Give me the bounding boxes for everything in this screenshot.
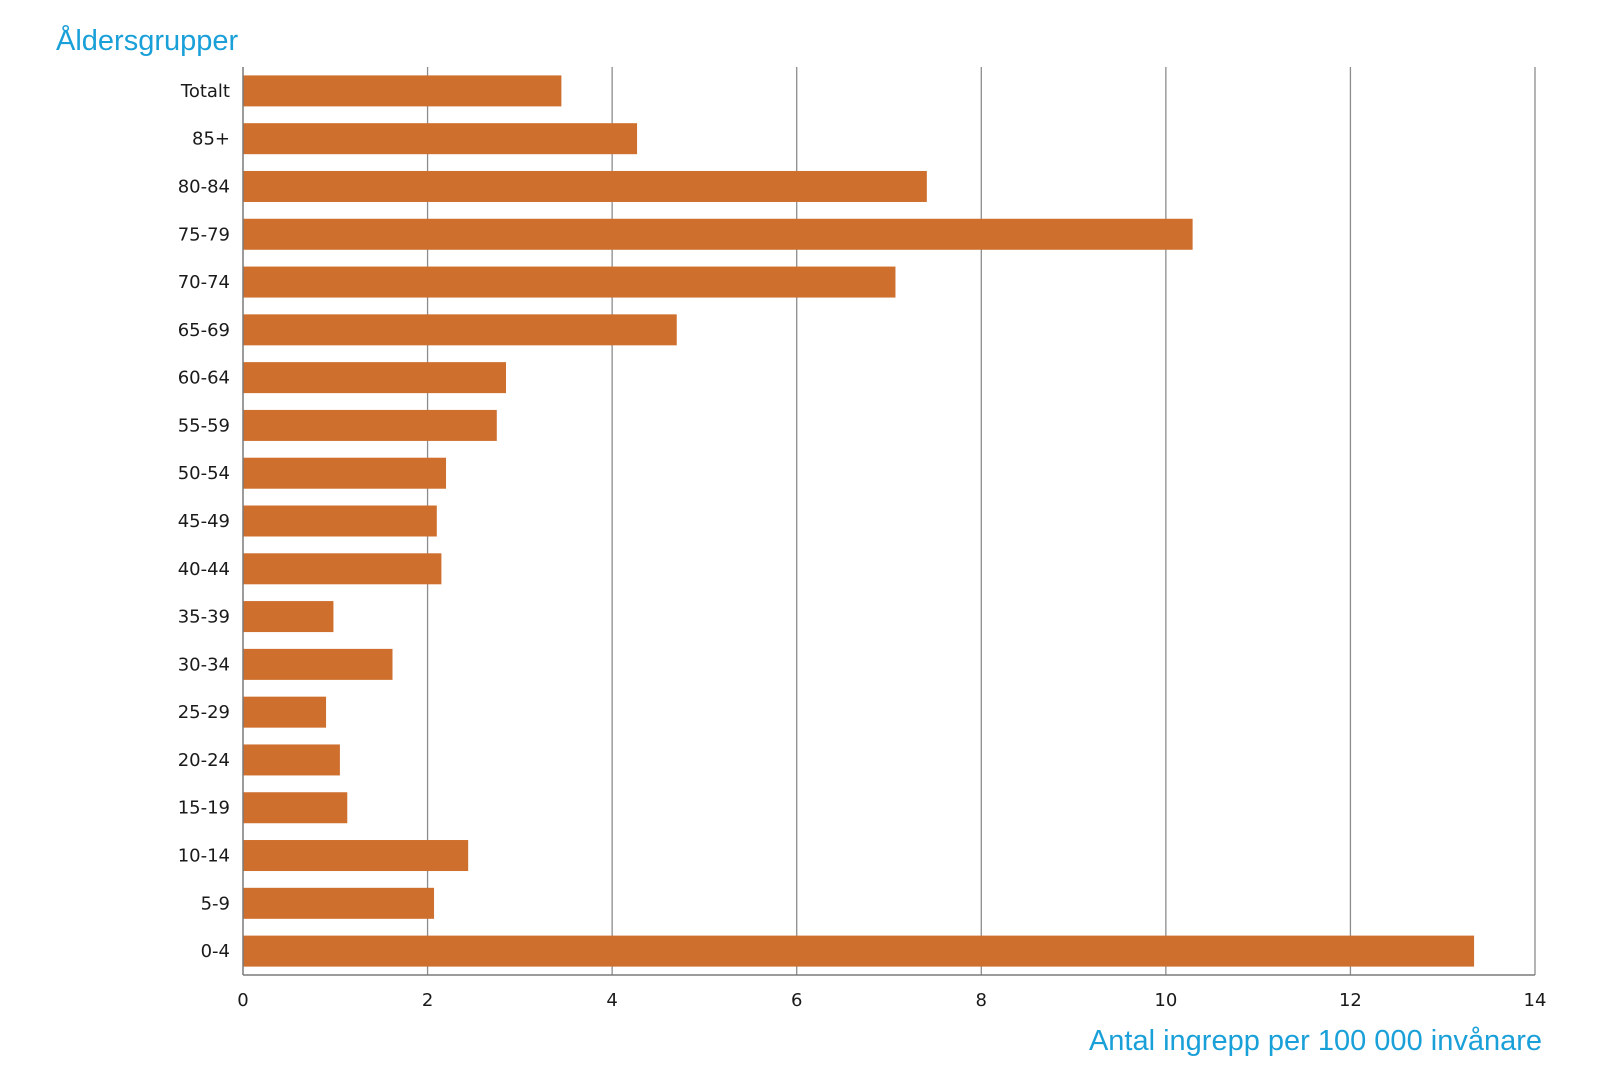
y-axis-title: Åldersgrupper [56, 24, 238, 57]
x-tick-label-8: 8 [976, 990, 987, 1011]
bar-10-14 [243, 840, 469, 872]
x-tick-label-10: 10 [1154, 990, 1177, 1011]
x-tick-label-12: 12 [1339, 990, 1362, 1011]
bar-25-29 [243, 696, 327, 728]
axes [242, 67, 1535, 976]
y-tick-label-80-84: 80-84 [178, 176, 230, 197]
y-tick-label-25-29: 25-29 [178, 702, 230, 723]
y-tick-label-35-39: 35-39 [178, 607, 230, 628]
bar-70-74 [243, 266, 896, 298]
x-tick-label-14: 14 [1524, 990, 1547, 1011]
bars [243, 75, 1475, 967]
y-tick-label-55-59: 55-59 [178, 415, 230, 436]
y-tick-label-5-9: 5-9 [201, 893, 230, 914]
y-tick-label-70-74: 70-74 [178, 272, 230, 293]
x-tick-label-2: 2 [422, 990, 433, 1011]
bar-80-84 [243, 170, 927, 202]
y-tick-label-85+: 85+ [192, 129, 230, 150]
y-tick-label-45-49: 45-49 [178, 511, 230, 532]
y-tick-label-30-34: 30-34 [178, 654, 230, 675]
x-tick-label-4: 4 [606, 990, 617, 1011]
y-tick-labels: Totalt 85+ 80-84 75-79 70-74 65-69 60-64 55-59 5… [178, 81, 230, 962]
x-tick-label-0: 0 [237, 990, 248, 1011]
x-tick-label-6: 6 [791, 990, 802, 1011]
bar-55-59 [243, 409, 497, 441]
y-tick-label-10-14: 10-14 [178, 846, 230, 867]
y-tick-label-0-4: 0-4 [201, 941, 230, 962]
bar-45-49 [243, 505, 437, 537]
bar-65-69 [243, 314, 677, 346]
bar-35-39 [243, 601, 334, 633]
y-tick-label-65-69: 65-69 [178, 320, 230, 341]
y-tick-label-50-54: 50-54 [178, 463, 230, 484]
bar-0-4 [243, 935, 1475, 967]
y-tick-label-Totalt: Totalt [180, 81, 230, 102]
x-tick-labels: 0 2 4 6 8 10 12 14 [237, 990, 1546, 1011]
y-tick-label-15-19: 15-19 [178, 798, 230, 819]
bar-Totalt [243, 75, 562, 107]
y-tick-label-75-79: 75-79 [178, 224, 230, 245]
bar-85+ [243, 123, 638, 155]
y-tick-label-20-24: 20-24 [178, 750, 230, 771]
bar-30-34 [243, 648, 393, 680]
bar-20-24 [243, 744, 340, 776]
y-tick-label-60-64: 60-64 [178, 368, 230, 389]
bar-50-54 [243, 457, 447, 489]
bar-5-9 [243, 887, 435, 919]
bar-15-19 [243, 792, 348, 824]
bar-75-79 [243, 218, 1193, 250]
x-axis-title: Antal ingrepp per 100 000 invånare [1089, 1025, 1542, 1057]
y-tick-label-40-44: 40-44 [178, 559, 230, 580]
grid-lines [426, 67, 1536, 975]
bar-60-64 [243, 362, 507, 394]
bar-40-44 [243, 553, 442, 585]
